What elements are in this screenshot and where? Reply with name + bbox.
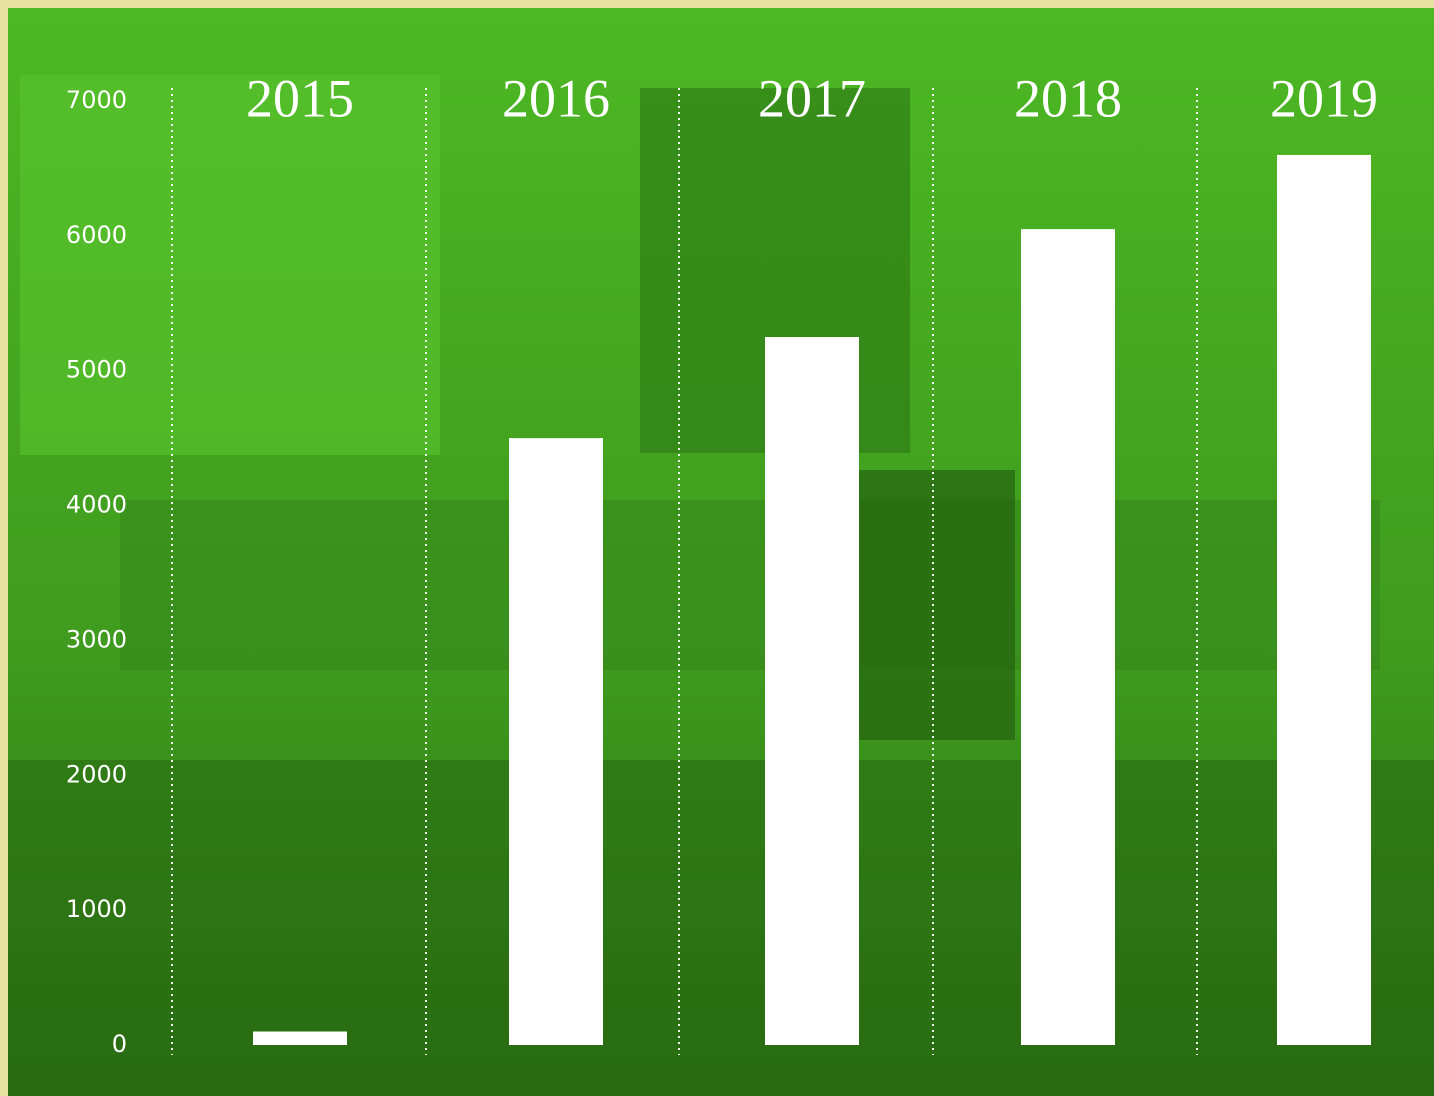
category-label: 2019 (1270, 68, 1378, 128)
y-tick-label: 4000 (66, 491, 127, 519)
bar (1021, 229, 1115, 1045)
bar (253, 1032, 347, 1045)
y-tick-label: 1000 (66, 895, 127, 923)
bar (509, 438, 603, 1045)
y-tick-label: 6000 (66, 221, 127, 249)
bar (1277, 155, 1371, 1045)
category-label: 2016 (502, 68, 610, 128)
y-tick-label: 7000 (66, 86, 127, 114)
chart: 0 1000 2000 3000 4000 5000 6000 7000 2015 2016 201… (0, 0, 1434, 1096)
y-tick-label: 2000 (66, 760, 127, 788)
bar (765, 337, 859, 1045)
background-photo (8, 8, 1434, 1096)
category-label: 2017 (758, 68, 866, 128)
y-tick-label: 0 (112, 1030, 127, 1058)
category-label: 2015 (246, 68, 354, 128)
category-label: 2018 (1014, 68, 1122, 128)
y-tick-label: 5000 (66, 356, 127, 384)
y-tick-label: 3000 (66, 625, 127, 653)
page: 0 1000 2000 3000 4000 5000 6000 7000 2015 2016 201… (0, 0, 1434, 1096)
